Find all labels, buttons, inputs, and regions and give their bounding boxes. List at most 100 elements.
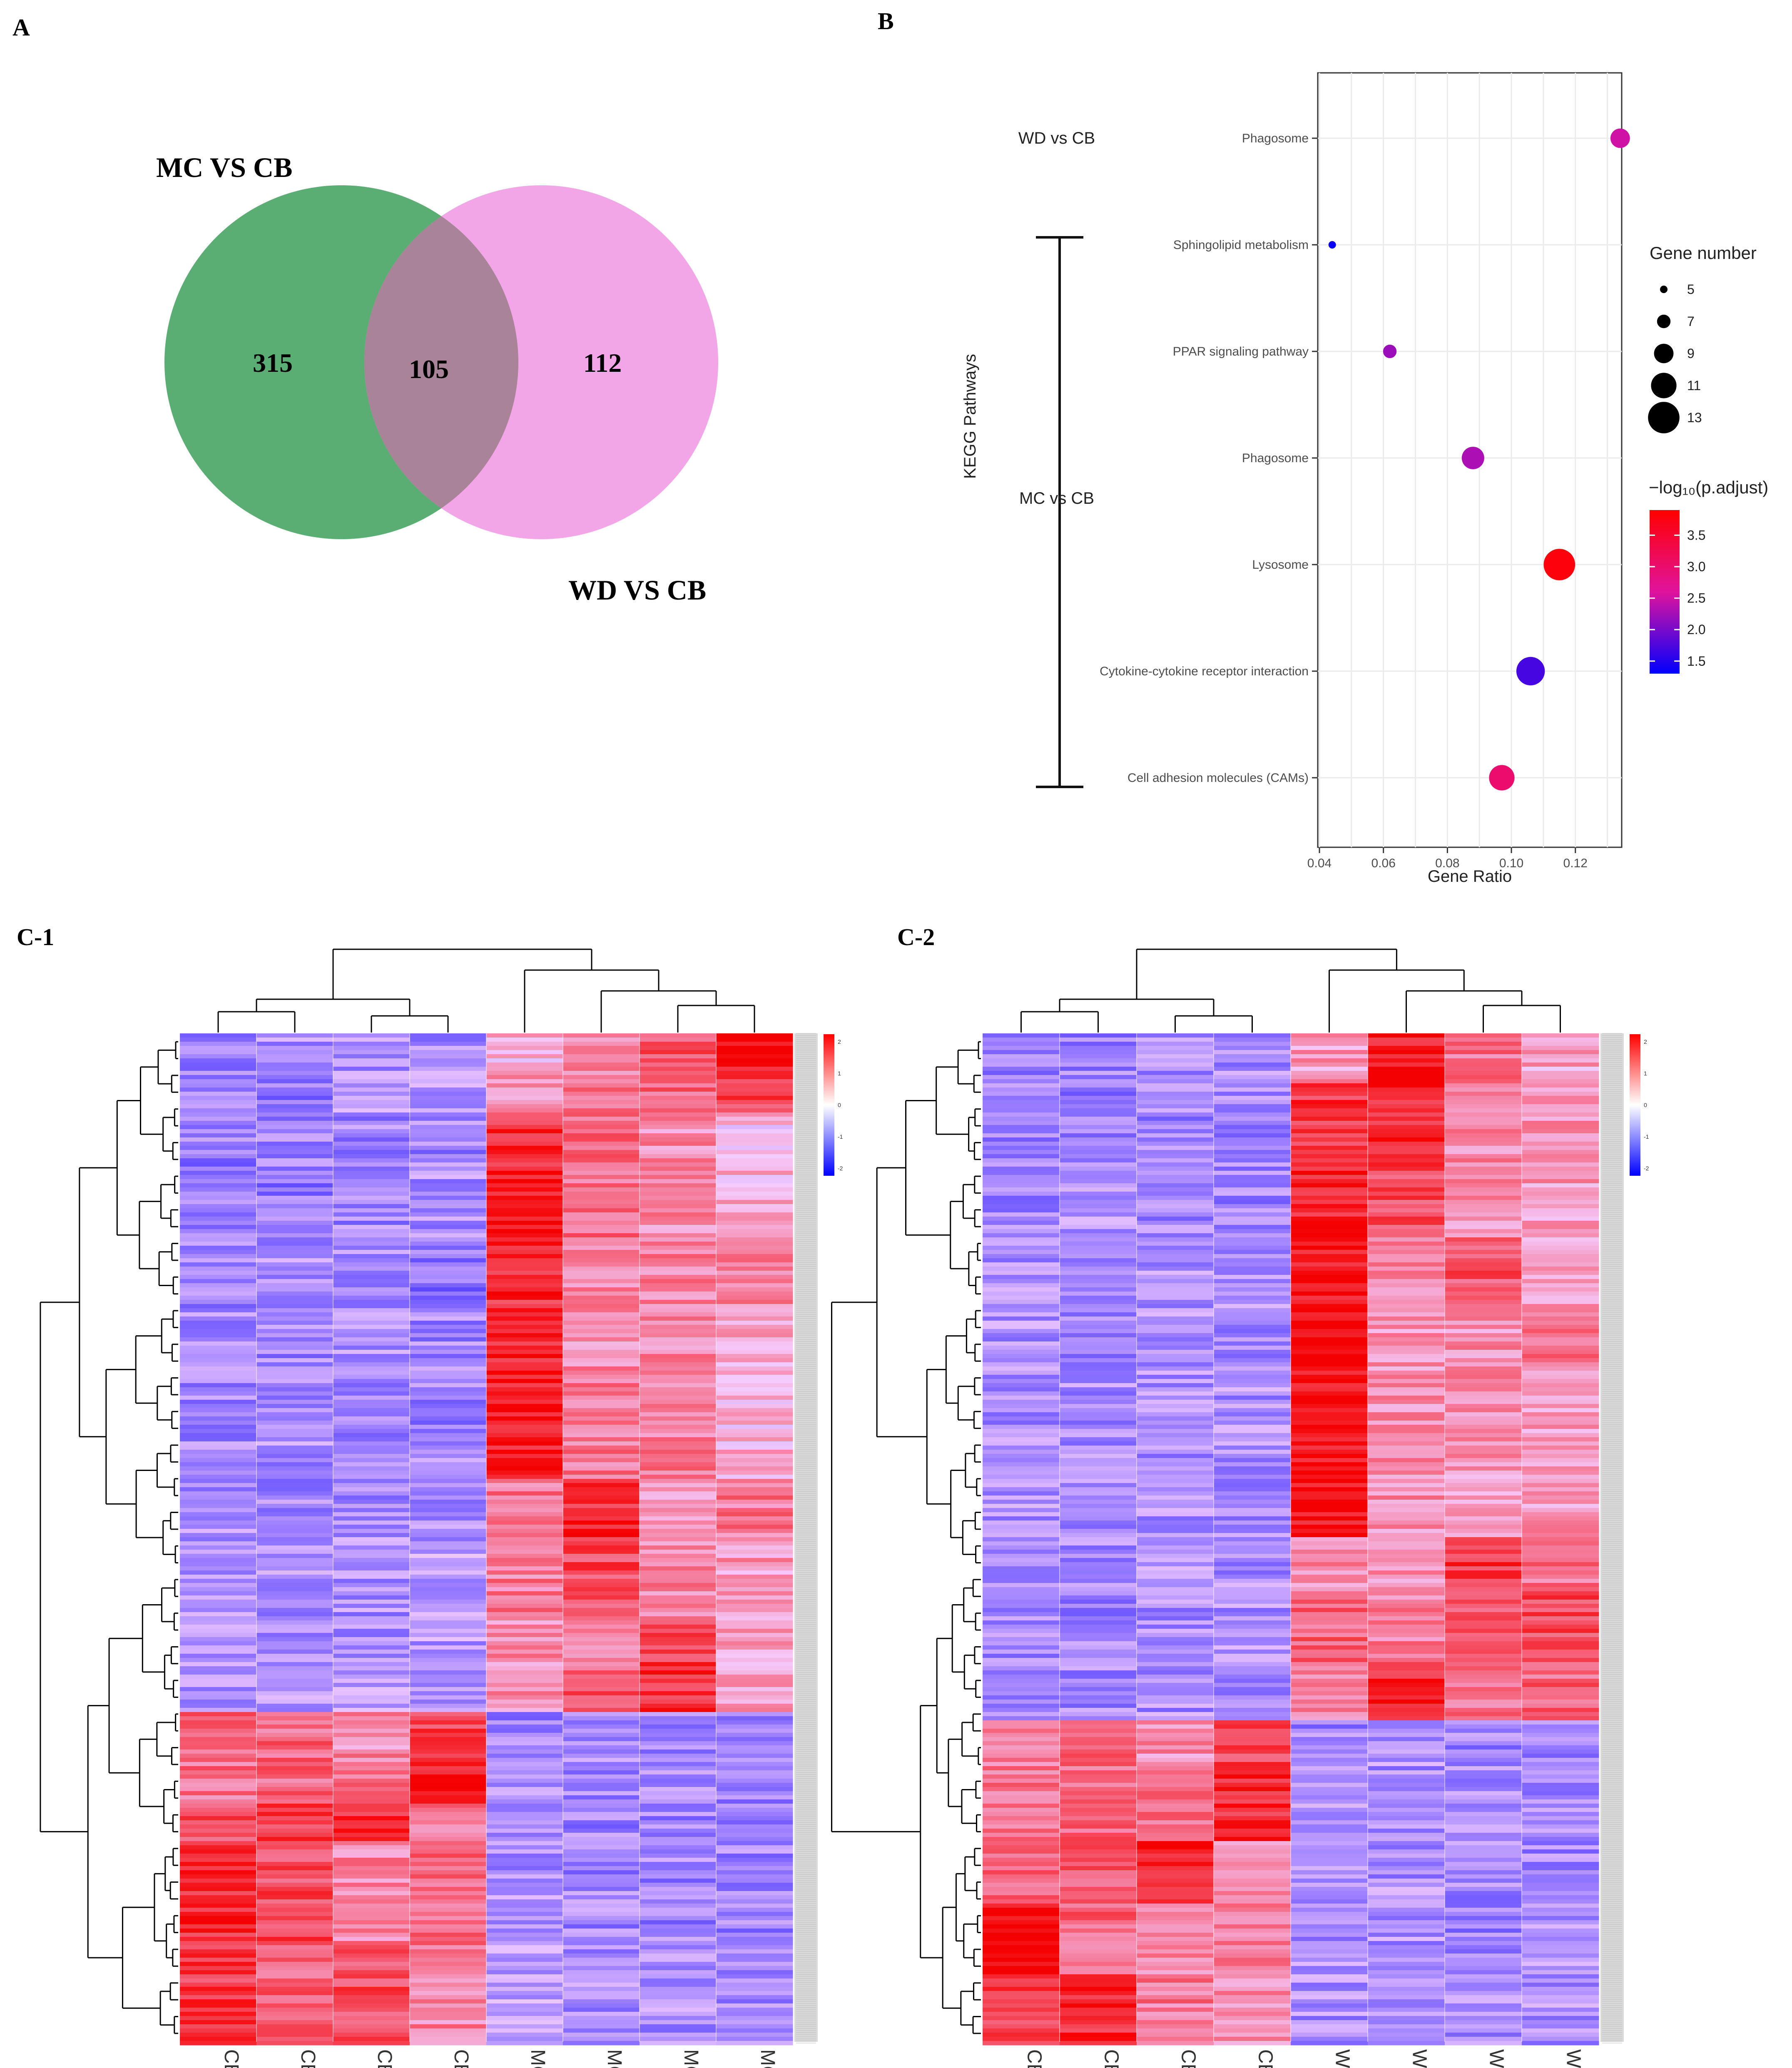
- heatmap-cell: [1291, 1616, 1368, 1621]
- heatmap-cell: [256, 1929, 334, 1933]
- heatmap-cell: [1060, 1883, 1137, 1887]
- heatmap-cell: [1137, 1221, 1214, 1225]
- heatmap-cell: [180, 1208, 257, 1213]
- heatmap-cell: [256, 1200, 334, 1204]
- heatmap-cell: [1522, 1508, 1599, 1513]
- heatmap-cell: [333, 1612, 410, 1617]
- heatmap-cell: [1291, 1854, 1368, 1858]
- heatmap-cell: [486, 1246, 563, 1250]
- heatmap-cell: [410, 1112, 487, 1117]
- heatmap-cell: [256, 1416, 334, 1421]
- heatmap-cell: [256, 1600, 334, 1604]
- heatmap-cell: [256, 1895, 334, 1900]
- heatmap-cell: [180, 1933, 257, 1937]
- heatmap-cell: [333, 1670, 410, 1675]
- heatmap-cell: [1137, 1275, 1214, 1279]
- heatmap-cell: [716, 1187, 793, 1192]
- data-point: [1461, 447, 1484, 469]
- heatmap-cell: [640, 1400, 717, 1404]
- heatmap-cell: [1291, 1329, 1368, 1334]
- heatmap-cell: [410, 1612, 487, 1617]
- heatmap-cell: [180, 1100, 257, 1105]
- heatmap-cell: [1368, 1708, 1445, 1712]
- heatmap-cell: [1060, 1933, 1137, 1937]
- heatmap-cell: [486, 1096, 563, 1100]
- heatmap-cell: [983, 1271, 1060, 1275]
- heatmap-cell: [486, 1162, 563, 1167]
- heatmap-cell: [410, 1720, 487, 1725]
- heatmap-cell: [1522, 1558, 1599, 1563]
- heatmap-cell: [256, 1679, 334, 1683]
- heatmap-cell: [1445, 1733, 1522, 1737]
- heatmap-cell: [486, 1891, 563, 1896]
- heatmap-cell: [1445, 1854, 1522, 1858]
- heatmap-cell: [1368, 1704, 1445, 1708]
- heatmap-cell: [716, 1491, 793, 1496]
- heatmap-cell: [333, 1383, 410, 1388]
- heatmap-cell: [1445, 1158, 1522, 1163]
- heatmap-cell: [563, 1458, 640, 1463]
- heatmap-cell: [486, 1966, 563, 1971]
- heatmap-cell: [180, 1841, 257, 1846]
- heatmap-cell: [1445, 1958, 1522, 1962]
- heatmap-cell: [1291, 1879, 1368, 1883]
- heatmap-cell: [716, 2008, 793, 2012]
- heatmap-cell: [1291, 1575, 1368, 1579]
- heatmap-cell: [410, 1200, 487, 1204]
- heatmap-cell: [563, 1475, 640, 1479]
- heatmap-cell: [1445, 1708, 1522, 1712]
- heatmap-cell: [1137, 1554, 1214, 1558]
- heatmap-cell: [1214, 2028, 1291, 2033]
- heatmap-cell: [1214, 1237, 1291, 1242]
- heatmap-cell: [1445, 1879, 1522, 1883]
- heatmap-cell: [716, 1675, 793, 1679]
- heatmap-cell: [1445, 1904, 1522, 1908]
- heatmap-cell: [410, 1092, 487, 1096]
- heatmap-cell: [1291, 1171, 1368, 1175]
- heatmap-cell: [640, 1795, 717, 1800]
- heatmap-cell: [180, 1387, 257, 1392]
- heatmap-cell: [983, 1308, 1060, 1313]
- heatmap-cell: [716, 1550, 793, 1554]
- heatmap-cell: [1137, 1816, 1214, 1821]
- heatmap-cell: [1522, 1954, 1599, 1958]
- heatmap-cell: [1060, 1333, 1137, 1338]
- heatmap-cell: [1214, 1629, 1291, 1633]
- heatmap-cell: [1368, 1358, 1445, 1363]
- heatmap-cell: [563, 1121, 640, 1125]
- heatmap-cell: [1291, 1662, 1368, 1667]
- panel-label-a: A: [12, 14, 30, 41]
- heatmap-cell: [983, 1791, 1060, 1796]
- heatmap-cell: [1522, 1408, 1599, 1413]
- heatmap-cell: [256, 1316, 334, 1321]
- heatmap-cell: [333, 1312, 410, 1317]
- heatmap-cell: [1137, 1233, 1214, 1238]
- heatmap-cell: [1214, 1637, 1291, 1642]
- heatmap-cell: [563, 1391, 640, 1396]
- heatmap-cell: [1522, 1446, 1599, 1450]
- heatmap-cell: [983, 2020, 1060, 2025]
- heatmap-scale-label: 2: [838, 1038, 841, 1045]
- heatmap-cell: [486, 1483, 563, 1488]
- heatmap-cell: [716, 1112, 793, 1117]
- heatmap-cell: [563, 1462, 640, 1467]
- heatmap-cell: [1291, 1187, 1368, 1192]
- heatmap-cell: [1522, 1654, 1599, 1658]
- heatmap-cell: [333, 1071, 410, 1075]
- heatmap-cell: [256, 1192, 334, 1196]
- heatmap-cell: [486, 1625, 563, 1629]
- heatmap-cell: [1060, 2020, 1137, 2025]
- heatmap-cell: [180, 1874, 257, 1879]
- heatmap-cell: [1137, 2016, 1214, 2021]
- heatmap-cell: [486, 1941, 563, 1946]
- heatmap-cell: [716, 1795, 793, 1800]
- heatmap-cell: [1137, 1558, 1214, 1563]
- heatmap-cell: [640, 1250, 717, 1254]
- heatmap-cell: [563, 1675, 640, 1679]
- heatmap-cell: [1291, 1208, 1368, 1213]
- heatmap-cell: [486, 1991, 563, 1996]
- heatmap-cell: [716, 1745, 793, 1750]
- heatmap-cell: [640, 1833, 717, 1837]
- heatmap-cell: [1214, 1795, 1291, 1800]
- heatmap-cell: [256, 1441, 334, 1446]
